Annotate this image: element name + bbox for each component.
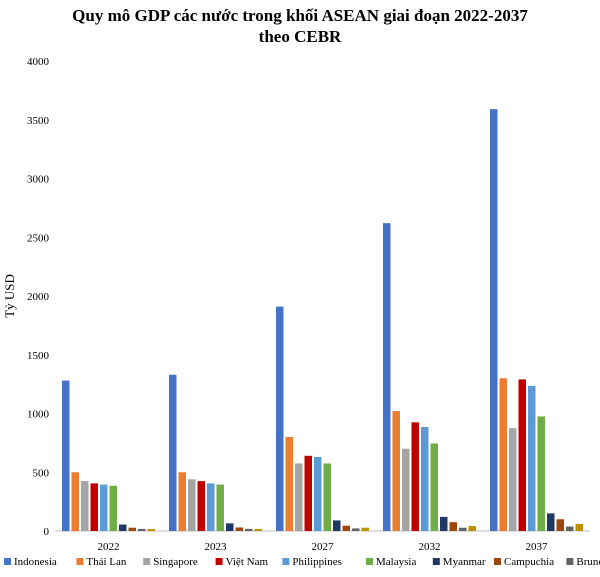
x-tick-label: 2027 [312, 541, 335, 553]
bar-việt-nam-2032 [411, 422, 419, 531]
bar-philippines-2023 [207, 483, 215, 531]
y-tick-label: 1500 [27, 350, 50, 362]
bar-singapore-2032 [402, 448, 410, 531]
bar-việt-nam-2023 [197, 481, 205, 531]
bar-malaysia-2022 [109, 485, 117, 531]
bar-myanmar-2037 [547, 513, 555, 531]
y-tick-label: 2000 [27, 291, 50, 303]
bar-campuchia-2032 [449, 522, 457, 531]
legend-label: Malaysia [376, 556, 416, 568]
bar-brunei-2022 [138, 528, 146, 531]
bar-brunei-2023 [245, 528, 253, 531]
legend-swatch [566, 558, 574, 565]
bar-lào-2027 [361, 527, 369, 531]
y-tick-label: 1000 [27, 409, 50, 421]
legend-item: Thái Lan [76, 556, 127, 568]
legend-label: Brunei [576, 556, 600, 568]
legend-item: Indonesia [4, 556, 57, 568]
bar-lào-2032 [468, 526, 476, 531]
bar-malaysia-2027 [323, 463, 331, 531]
legend-swatch [76, 558, 84, 565]
bar-campuchia-2022 [128, 527, 136, 531]
y-tick-label: 2500 [27, 232, 50, 244]
bar-thái-lan-2023 [178, 472, 186, 531]
x-tick-label: 2022 [98, 541, 120, 553]
legend-label: Campuchia [504, 556, 554, 568]
legend-swatch [282, 558, 290, 565]
legend-label: Philippines [292, 556, 342, 568]
bar-brunei-2032 [459, 527, 467, 531]
bar-thái-lan-2027 [285, 437, 293, 531]
legend-item: Singapore [143, 556, 198, 568]
bar-campuchia-2037 [556, 519, 564, 531]
y-tick-label: 3500 [27, 115, 50, 127]
bar-campuchia-2027 [342, 525, 350, 531]
y-axis-label: Tỷ USD [2, 274, 17, 318]
y-axis: 0 500 1000 1500 2000 2500 3000 3500 4000 [27, 56, 50, 538]
legend-swatch [494, 558, 501, 565]
chart-title: Quy mô GDP các nước trong khối ASEAN gia… [72, 6, 528, 25]
bar-indonesia-2022 [62, 380, 70, 531]
bar-singapore-2037 [509, 428, 517, 531]
legend-item: Philippines [282, 556, 342, 568]
bar-thái-lan-2022 [71, 472, 79, 531]
bar-malaysia-2023 [216, 484, 224, 531]
y-tick-label: 3000 [27, 174, 50, 186]
legend-item: Malaysia [366, 556, 416, 568]
bar-indonesia-2037 [490, 109, 498, 532]
bar-indonesia-2027 [276, 306, 284, 531]
bar-thái-lan-2037 [499, 378, 507, 531]
y-tick-label: 500 [33, 467, 50, 479]
bar-lào-2037 [575, 523, 583, 531]
legend-item: Brunei [566, 556, 600, 568]
legend: Indonesia Thái Lan Singapore Việt Nam Philip… [4, 556, 600, 568]
bar-brunei-2027 [352, 528, 360, 531]
legend-label: Myanmar [443, 556, 486, 568]
legend-swatch [366, 558, 373, 565]
bar-lào-2023 [254, 529, 262, 531]
bar-việt-nam-2027 [304, 455, 312, 531]
legend-item: Việt Nam [215, 556, 269, 568]
bar-philippines-2022 [100, 484, 108, 531]
bar-indonesia-2023 [169, 374, 177, 531]
bar-philippines-2037 [528, 385, 536, 531]
bar-indonesia-2032 [383, 223, 391, 531]
legend-swatch [432, 558, 440, 565]
bar-brunei-2037 [566, 526, 574, 531]
legend-swatch [4, 558, 11, 565]
chart-subtitle: theo CEBR [258, 27, 342, 46]
y-tick-label: 4000 [27, 56, 50, 68]
bar-malaysia-2032 [430, 443, 438, 531]
bar-philippines-2032 [421, 427, 429, 531]
bar-malaysia-2037 [537, 416, 545, 531]
legend-swatch [215, 558, 223, 565]
bar-singapore-2022 [81, 481, 89, 531]
bar-campuchia-2023 [235, 527, 243, 531]
bar-myanmar-2023 [226, 523, 234, 531]
legend-item: Campuchia [494, 556, 554, 568]
x-tick-label: 2032 [419, 541, 441, 553]
x-axis: 2022 2023 2027 2032 2037 [55, 530, 590, 553]
legend-label: Indonesia [14, 556, 57, 568]
legend-label: Singapore [153, 556, 198, 568]
bar-lào-2022 [147, 529, 155, 531]
bar-việt-nam-2022 [90, 483, 98, 531]
legend-label: Việt Nam [226, 556, 269, 568]
bar-việt-nam-2037 [518, 379, 526, 531]
bars-group [62, 109, 583, 532]
x-tick-label: 2037 [526, 541, 549, 553]
bar-thái-lan-2032 [392, 411, 400, 531]
bar-myanmar-2027 [333, 520, 341, 531]
legend-swatch [143, 558, 151, 565]
bar-myanmar-2032 [440, 516, 448, 531]
legend-label: Thái Lan [86, 556, 127, 568]
bar-singapore-2027 [295, 463, 303, 531]
bar-myanmar-2022 [119, 524, 127, 531]
legend-item: Myanmar [432, 556, 486, 568]
bar-philippines-2027 [314, 456, 322, 531]
x-tick-label: 2023 [205, 541, 228, 553]
bar-singapore-2023 [188, 479, 196, 531]
y-tick-label: 0 [44, 526, 50, 538]
